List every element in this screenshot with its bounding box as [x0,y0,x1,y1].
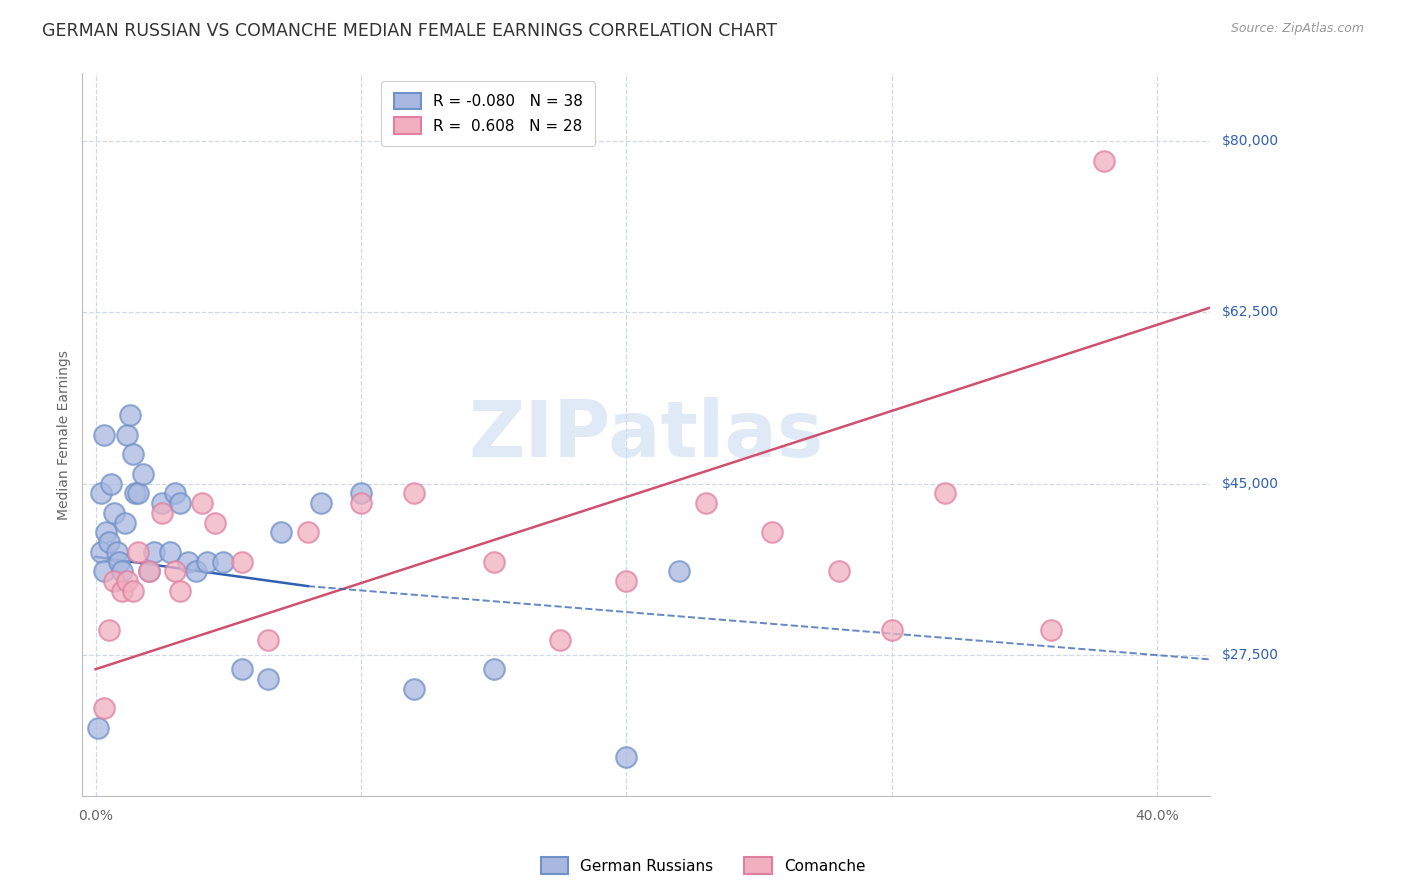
Text: $45,000: $45,000 [1222,476,1278,491]
Text: $80,000: $80,000 [1222,135,1278,148]
Point [828,565,851,579]
Point [93,427,115,442]
Point [186,565,208,579]
Point [90,545,112,559]
Point [169,496,191,510]
Point [165,565,187,579]
Point [231,662,253,676]
Point [350,496,373,510]
Point [127,486,149,500]
Point [150,506,173,520]
Text: ZIPatlas: ZIPatlas [468,397,824,473]
Point [231,555,253,569]
Point [668,565,690,579]
Point [114,516,136,530]
Point [121,447,143,461]
Point [97,623,120,637]
Point [880,623,903,637]
Point [117,427,139,442]
Point [177,555,200,569]
Point [616,750,638,764]
Point [132,467,155,481]
Point [257,632,280,647]
Point [103,506,125,520]
Text: GERMAN RUSSIAN VS COMANCHE MEDIAN FEMALE EARNINGS CORRELATION CHART: GERMAN RUSSIAN VS COMANCHE MEDIAN FEMALE… [42,22,778,40]
Point [108,555,131,569]
Point [159,545,181,559]
Point [402,681,425,696]
Point [111,565,134,579]
Point [212,555,235,569]
Point [103,574,125,589]
Point [138,565,160,579]
Point [761,525,783,540]
Point [1040,623,1063,637]
Point [100,476,122,491]
Point [934,486,956,500]
Point [138,565,160,579]
Point [142,545,165,559]
Point [93,565,115,579]
Point [124,486,146,500]
Legend: R = -0.080   N = 38, R =  0.608   N = 28: R = -0.080 N = 38, R = 0.608 N = 28 [381,80,595,146]
Point [93,701,115,715]
Point [1092,153,1115,168]
Legend: German Russians, Comanche: German Russians, Comanche [534,851,872,880]
Point [96,525,118,540]
Point [195,555,218,569]
Point [616,574,638,589]
Point [695,496,717,510]
Point [190,496,212,510]
Point [105,545,128,559]
Point [402,486,425,500]
Point [548,632,571,647]
Point [257,672,280,686]
Point [90,486,112,500]
Point [169,584,191,599]
Point [87,721,110,735]
Point [127,545,149,559]
Text: Source: ZipAtlas.com: Source: ZipAtlas.com [1230,22,1364,36]
Point [111,584,134,599]
Point [309,496,332,510]
Point [97,535,120,549]
Point [120,408,142,422]
Point [150,496,173,510]
Text: $62,500: $62,500 [1222,305,1278,319]
Point [121,584,143,599]
Point [297,525,319,540]
Point [117,574,139,589]
Point [482,662,505,676]
Point [350,486,373,500]
Text: $27,500: $27,500 [1222,648,1278,662]
Point [165,486,187,500]
Y-axis label: Median Female Earnings: Median Female Earnings [58,350,72,519]
Point [270,525,292,540]
Point [204,516,226,530]
Point [482,555,505,569]
